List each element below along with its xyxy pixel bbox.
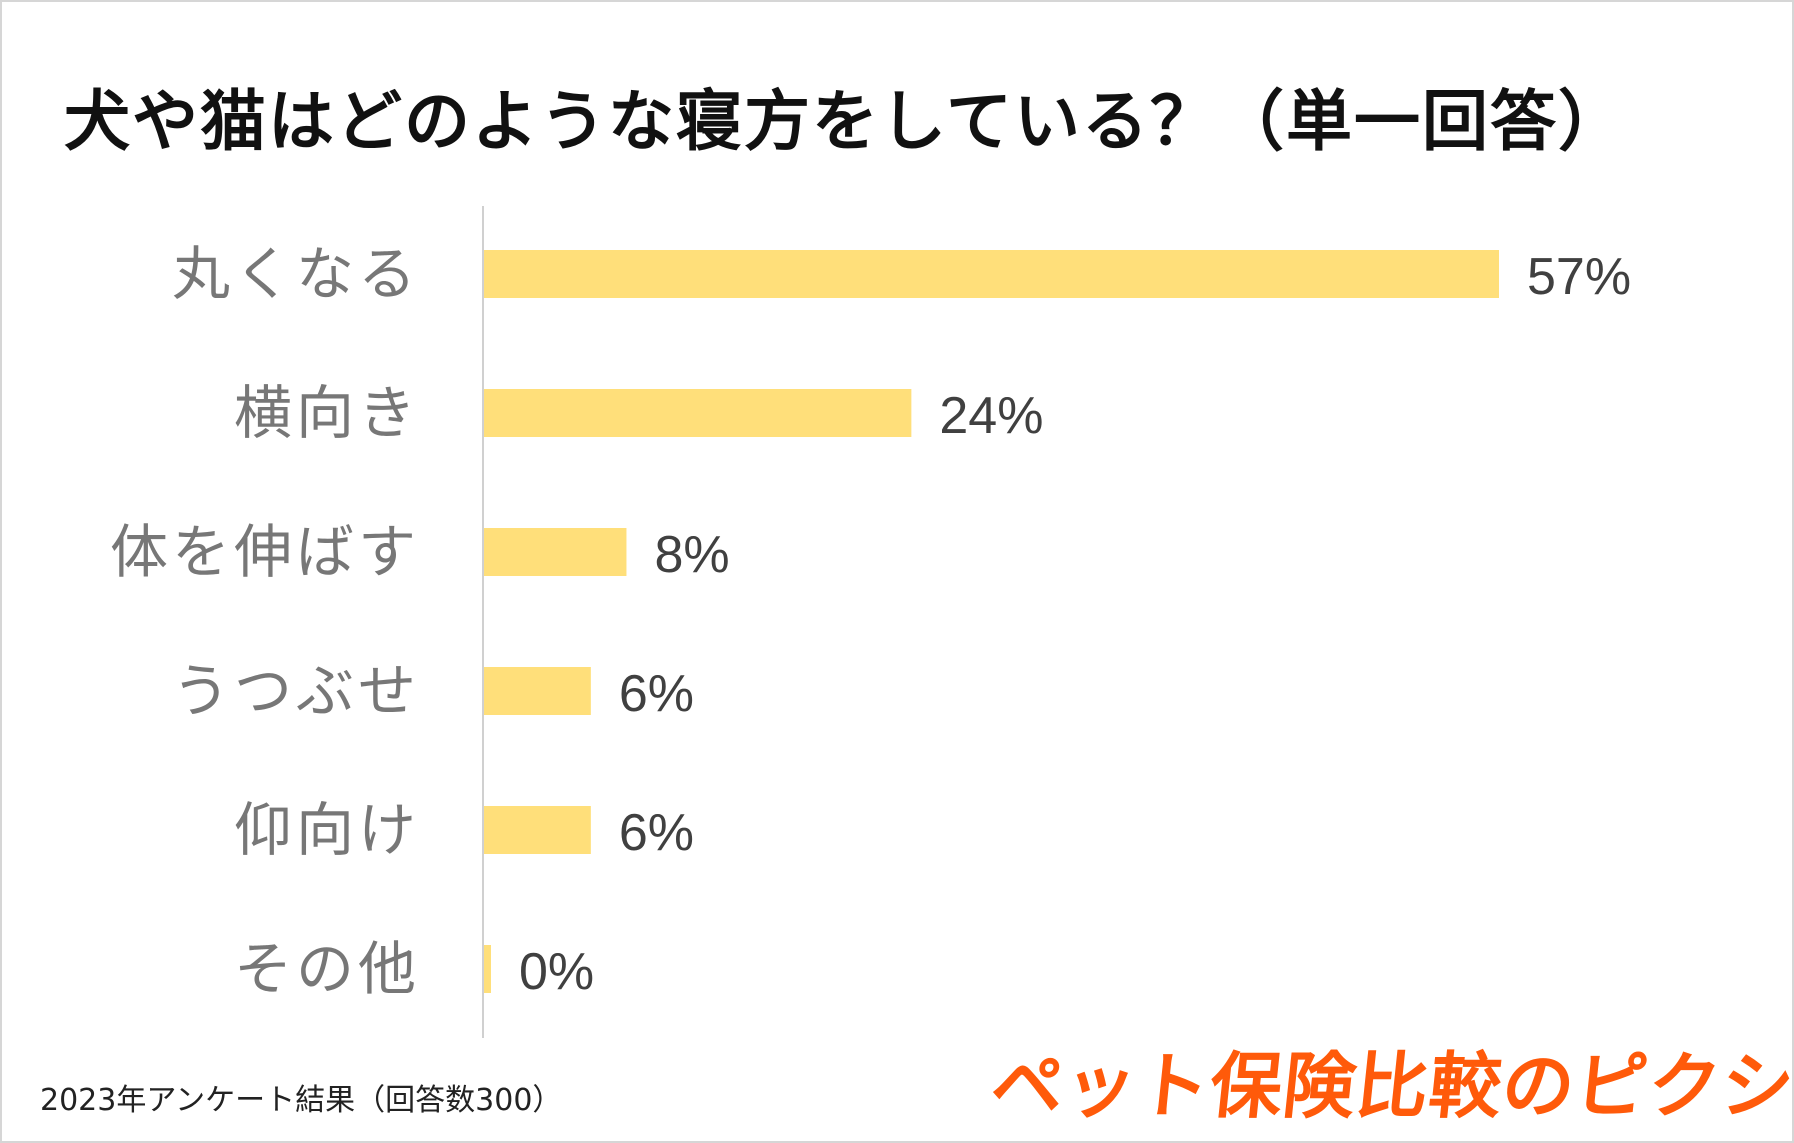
bar-5: [484, 806, 591, 854]
category-label: 横向き: [234, 379, 420, 447]
survey-footnote: 2023年アンケート結果（回答数300）: [40, 1083, 563, 1118]
bar-2: [484, 389, 912, 437]
value-label: 24%: [939, 387, 1043, 445]
bars: [484, 250, 1499, 993]
bar-3: [484, 528, 627, 576]
value-label: 57%: [1527, 248, 1631, 306]
category-label: 体を伸ばす: [110, 518, 420, 586]
bar-6: [484, 945, 491, 993]
value-labels: 57% 24% 8% 6% 6% 0%: [519, 248, 1631, 1001]
value-label: 8%: [654, 526, 729, 584]
value-label: 6%: [619, 804, 694, 862]
category-label: 仰向け: [234, 796, 420, 864]
value-label: 6%: [619, 665, 694, 723]
brand-logo: ペット保険比較のピクシー: [986, 1044, 1794, 1128]
category-label: 丸くなる: [172, 240, 420, 308]
category-label: うつぶせ: [172, 657, 420, 725]
bar-1: [484, 250, 1499, 298]
chart-title: 犬や猫はどのような寝方をしている？（単一回答）: [64, 83, 1627, 160]
value-label: 0%: [519, 943, 594, 1001]
category-label: その他: [234, 935, 420, 1003]
bar-4: [484, 667, 591, 715]
